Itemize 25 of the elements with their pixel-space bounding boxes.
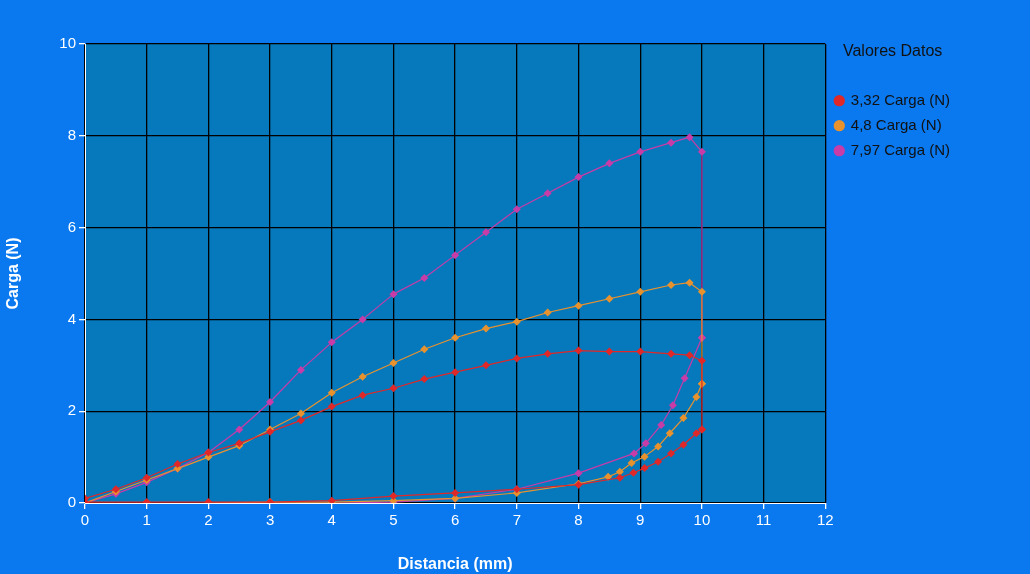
x-tick-label: 1 — [142, 511, 151, 529]
x-tick-label: 5 — [389, 511, 398, 529]
legend-label: 7,97 Carga (N) — [850, 140, 951, 158]
y-tick-label: 0 — [67, 493, 76, 511]
x-tick-label: 0 — [80, 511, 90, 529]
legend-label: 4,8 Carga (N) — [850, 115, 942, 133]
y-tick-label: 6 — [67, 217, 76, 235]
x-tick-label: 7 — [512, 511, 522, 529]
y-tick-label: 8 — [67, 125, 76, 143]
y-axis-title: Carga (N) — [4, 237, 22, 310]
x-tick-label: 2 — [204, 511, 213, 529]
y-tick-label: 10 — [59, 34, 76, 52]
x-tick-label: 8 — [574, 511, 583, 529]
x-tick-label: 11 — [755, 511, 772, 529]
x-tick-label: 9 — [636, 511, 645, 529]
x-tick-label: 12 — [816, 511, 834, 529]
legend-label: 3,32 Carga (N) — [850, 90, 951, 108]
y-tick-label: 2 — [67, 401, 76, 419]
x-tick-label: 6 — [450, 511, 460, 529]
y-tick-label: 4 — [67, 309, 76, 327]
x-tick-label: 10 — [693, 511, 711, 529]
x-tick-label: 3 — [265, 511, 275, 529]
x-tick-label: 4 — [327, 511, 336, 529]
legend-title: Valores Datos — [842, 42, 943, 60]
x-axis-title: Distancia (mm) — [397, 554, 513, 572]
